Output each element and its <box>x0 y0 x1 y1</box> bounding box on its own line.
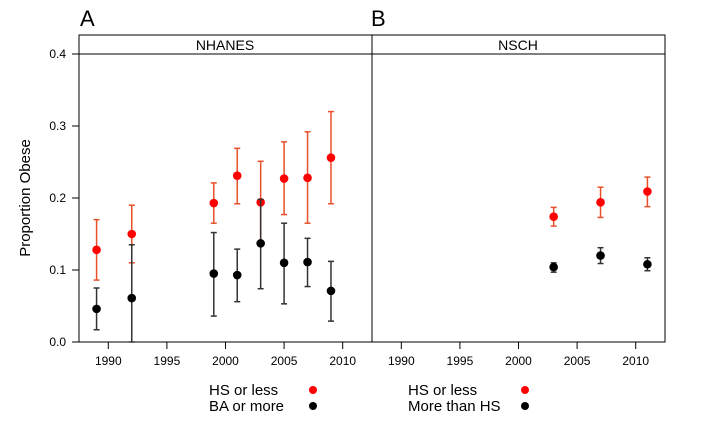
x-tick-label: 1990 <box>95 354 122 368</box>
legend-label: HS or less <box>209 382 278 399</box>
y-tick-label: 0.2 <box>49 191 66 205</box>
data-point <box>549 262 558 272</box>
data-point <box>92 304 101 314</box>
data-point <box>279 258 289 268</box>
y-tick-label: 0.0 <box>49 335 66 349</box>
legend-label: More than HS <box>408 398 501 415</box>
y-tick-label: 0.4 <box>49 47 66 61</box>
strip-title-b: NSCH <box>498 37 538 53</box>
data-point <box>326 286 336 296</box>
y-axis-label: Proportion Obese <box>17 139 34 257</box>
x-tick-label: 1995 <box>154 354 181 368</box>
x-tick-label: 2005 <box>271 354 298 368</box>
strip-title-a: NHANES <box>196 37 254 53</box>
data-point <box>92 245 101 255</box>
data-point <box>303 173 312 183</box>
data-point <box>643 187 652 196</box>
y-tick-label: 0.3 <box>49 119 66 133</box>
data-point <box>596 198 605 207</box>
data-point <box>326 153 336 162</box>
plot-frame-a <box>78 53 373 343</box>
data-point <box>127 229 137 239</box>
panel-label-a: A <box>80 6 95 31</box>
x-tick-label: 1995 <box>447 354 474 368</box>
data-point <box>232 270 242 280</box>
data-point <box>279 174 289 183</box>
legend-marker <box>309 386 317 394</box>
data-point <box>643 259 652 269</box>
data-point <box>127 293 137 303</box>
x-tick-label: 1990 <box>388 354 415 368</box>
legend-marker <box>521 386 529 394</box>
x-tick-label: 2010 <box>329 354 356 368</box>
data-point <box>209 198 219 208</box>
data-point <box>209 269 219 278</box>
x-tick-label: 2000 <box>505 354 532 368</box>
x-tick-label: 2010 <box>622 354 649 368</box>
x-tick-label: 2000 <box>212 354 239 368</box>
y-tick-label: 0.1 <box>49 263 66 277</box>
legend-marker <box>309 402 317 410</box>
data-point <box>303 257 312 267</box>
data-point <box>256 239 265 248</box>
data-point <box>596 251 605 260</box>
x-tick-label: 2005 <box>564 354 591 368</box>
legend-label: HS or less <box>408 382 477 399</box>
plot-frame-b <box>371 53 666 343</box>
panel-label-b: B <box>371 6 386 31</box>
legend-marker <box>521 402 529 410</box>
data-point <box>549 212 558 222</box>
data-point <box>232 171 242 180</box>
legend-label: BA or more <box>209 398 284 415</box>
